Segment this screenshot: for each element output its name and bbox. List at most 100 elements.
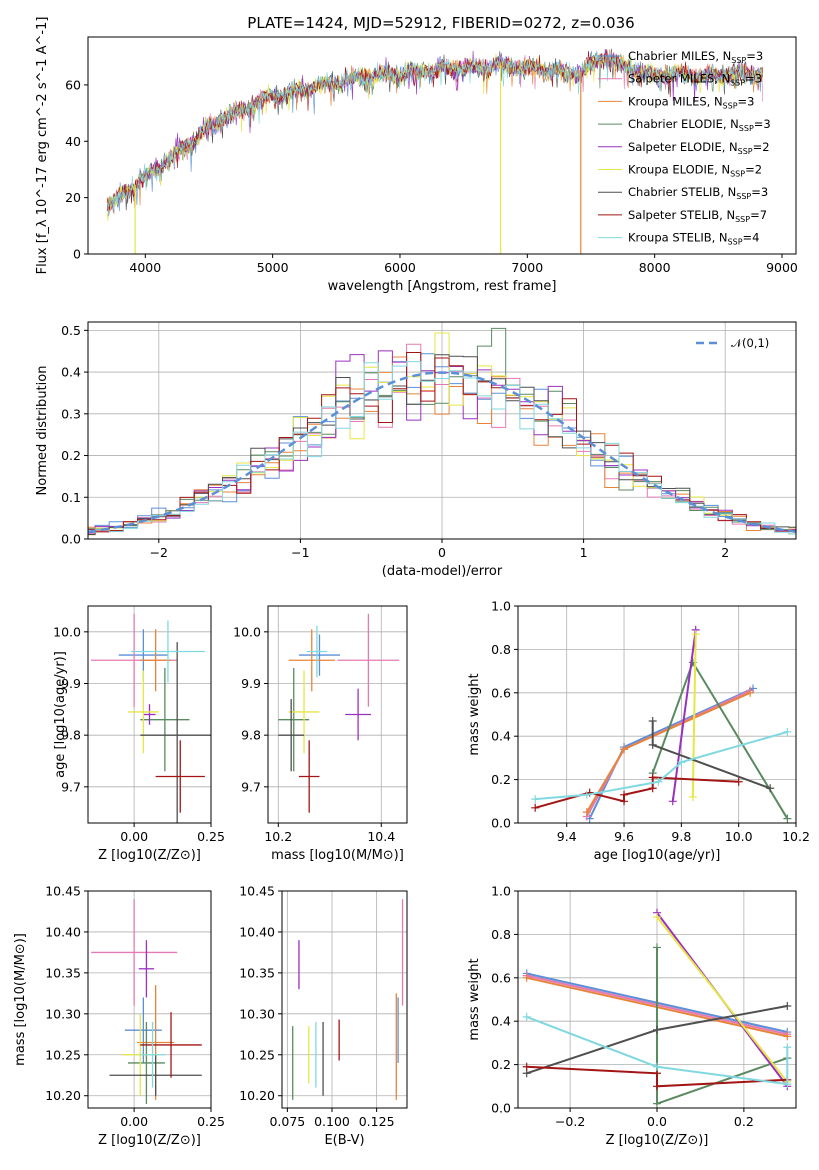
y-tick-label: 0.0 [61,532,81,547]
weight-marker [653,913,661,922]
residuals-plot-area [88,322,796,539]
y-tick-label: 9.9 [61,676,81,691]
x-tick-label: 9.8 [671,829,691,844]
legend-label: Salpeter MILES, NSSP=3 [628,72,762,88]
x-tick-label: 7000 [511,260,543,275]
weight-marker [783,1043,792,1052]
weight-line-8 [526,1015,789,1086]
y-tick-label: 10.20 [239,1088,275,1103]
residuals-panel: −2 −1 0 1 2 0.0 0.1 0.2 0.3 0.4 0.5 (data-model)/er… [35,321,797,579]
weight-marker [653,1062,661,1071]
x-tick-label: 5000 [257,260,289,275]
y-tick-label: 9.8 [61,728,81,743]
residual-histogram-6 [88,354,796,535]
x-axis-label: mass [log10(M/M⊙)] [271,848,404,863]
legend-label: Salpeter ELODIE, NSSP=2 [628,140,770,156]
y-axis-label: mass weight [467,673,482,755]
y-tick-label: 9.7 [241,779,261,794]
weight-marker [582,790,591,799]
y-tick-label: 0.2 [491,1057,511,1072]
y-tick-label: 9.8 [241,728,261,743]
normal-legend-label: 𝒩(0,1) [731,336,769,350]
weight-marker [522,1062,531,1071]
y-tick-label: 10.40 [45,924,81,939]
y-tick-label: 10.30 [239,1006,275,1021]
y-tick-label: 10.20 [45,1088,81,1103]
age-vs-mass-panel: 10.2 10.4 9.7 9.8 9.9 10.0 mass [log10(M/M⊙)] [233,605,408,863]
spectrum-legend: Chabrier MILES, NSSP=3 Salpeter MILES, NS… [598,49,771,247]
y-tick-label: 9.7 [61,779,81,794]
weight-marker [668,797,677,806]
age-vs-mass-plot-area [268,606,407,823]
age-vs-metallicity-plot-area [88,606,211,823]
axes-frame [87,605,212,824]
weight-vs-metallicity-plot-area [518,891,796,1108]
x-tick-label: 0.0 [647,1114,667,1129]
x-axis-label: Z [log10(Z/Z⊙)] [606,1133,709,1148]
figure-title: PLATE=1424, MJD=52912, FIBERID=0272, z=0… [247,14,634,32]
axes-frame [267,605,408,824]
y-tick-label: 9.9 [241,676,261,691]
y-tick-label: 60 [65,77,81,92]
weight-marker [677,758,686,767]
y-tick-label: 0.4 [491,729,511,744]
weight-line-7 [534,776,739,809]
x-tick-label: 8000 [639,260,671,275]
y-tick-label: 0.4 [491,1014,511,1029]
weight-marker [783,1080,792,1089]
weight-marker [783,814,792,823]
x-tick-label: −2 [150,545,168,560]
weight-line-7 [526,1065,788,1088]
x-tick-label: 10.2 [264,829,292,844]
y-tick-label: 0.1 [61,490,81,505]
y-tick-label: 0 [73,247,81,262]
y-tick-label: 0.8 [491,927,511,942]
x-tick-label: 10.0 [725,829,753,844]
axes-frame [87,36,797,255]
weight-line-5 [656,916,789,1083]
mass-vs-metallicity-plot-area [88,891,211,1108]
x-axis-label: Z [log10(Z/Z⊙)] [98,1133,201,1148]
y-tick-label: 10.45 [239,884,275,899]
x-axis-label: wavelength [Angstrom, rest frame] [328,279,557,294]
weight-marker [688,792,697,801]
y-tick-label: 40 [65,134,81,149]
x-tick-label: 0 [438,545,446,560]
x-tick-label: 9.6 [614,829,634,844]
weight-marker [653,943,661,952]
weight-marker [522,1012,531,1021]
y-tick-label: 0.0 [491,816,511,831]
y-tick-label: 10.35 [45,965,81,980]
y-tick-label: 20 [65,190,81,205]
weight-marker [691,630,700,639]
weight-marker [783,727,792,736]
y-tick-label: 10.25 [45,1047,81,1062]
weight-line-4 [671,629,697,802]
legend-label: Kroupa STELIB, NSSP=4 [628,231,759,247]
x-tick-label: 6000 [384,260,416,275]
weight-marker [653,1025,661,1034]
weight-marker [783,1002,792,1011]
weight-marker [783,1032,792,1041]
weight-vs-metallicity-panel: −0.2 0.0 0.2 0.0 0.2 0.4 0.6 0.8 1.0 Z [log10(Z/Z… [467,884,797,1148]
x-tick-label: 0.00 [120,829,148,844]
y-tick-label: 0.5 [61,323,81,338]
y-axis-label: mass [log10(M/M⊙)] [13,933,28,1066]
axes-frame [517,605,797,824]
y-tick-label: 10.30 [45,1006,81,1021]
residual-histogram-7 [88,352,796,533]
weight-marker [653,1082,661,1091]
y-tick-label: 0.0 [491,1101,511,1116]
y-axis-label: Flux [f_λ 10^-17 erg cm^-2 s^-1 A^-1] [35,17,50,275]
legend-label: Salpeter STELIB, NSSP=7 [628,208,767,224]
weight-line-8 [535,730,788,801]
weight-marker [746,688,755,697]
weight-marker [766,784,775,793]
axes-frame [87,890,212,1109]
mass-vs-extinction-panel: 0.075 0.100 0.125 10.20 10.25 10.30 10.35 10.40… [239,884,408,1148]
weight-marker [620,790,629,799]
legend-label: Kroupa ELODIE, NSSP=2 [628,163,762,179]
x-axis-label: E(B-V) [324,1133,364,1148]
y-axis-label: Normed distribution [35,366,50,496]
